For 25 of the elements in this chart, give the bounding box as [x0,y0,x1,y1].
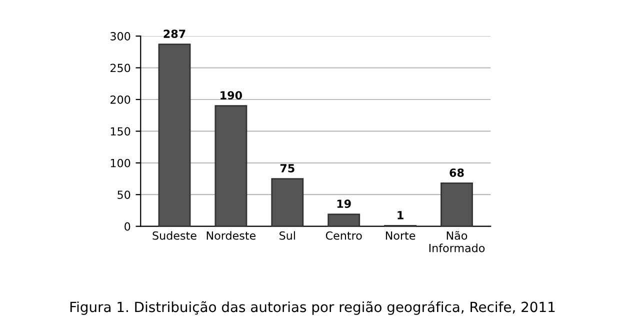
x-tick-label: Sudeste [152,231,196,240]
bar [271,178,304,226]
y-tick-label: 250 [110,64,130,72]
text: Figura 1. Distribuição das autorias por região geográfica, Recife, 2011 [70,300,555,315]
y-tick-label: 200 [110,95,130,104]
bar [214,105,248,226]
bar [158,44,191,226]
x-tick-label: Centro [326,231,362,240]
bar [328,214,360,226]
x-tick-label: Nordeste [206,231,256,240]
data-label: 1 [398,211,404,220]
y-tick-label: 50 [118,190,130,199]
x-tick-label: Não Informado [429,230,485,252]
data-label: 68 [450,168,464,177]
y-tick-label: 100 [110,158,130,168]
x-tick-label: Norte [386,232,416,240]
data-label: 287 [164,30,186,38]
y-tick-label: 0 [124,222,130,231]
x-tick-label: Sul [280,231,295,240]
data-label: 19 [337,200,351,208]
data-label: 190 [220,91,242,100]
y-tick-label: 300 [110,32,130,40]
bar [440,182,473,226]
y-tick-label: 150 [110,127,130,136]
data-label: 75 [280,164,294,172]
